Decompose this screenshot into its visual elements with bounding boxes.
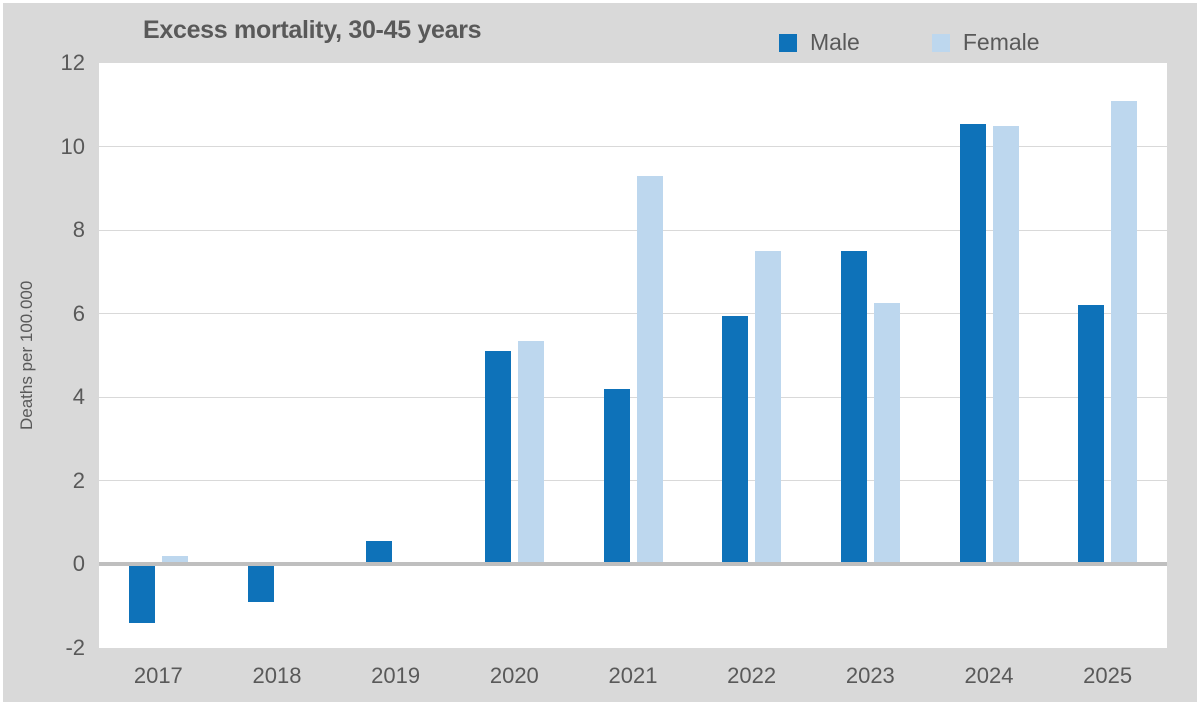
gridline-6 [99, 313, 1167, 315]
bar-male-2020 [484, 351, 511, 565]
legend-label-female: Female [962, 29, 1040, 55]
zero-axis-line [99, 562, 1167, 567]
bar-male-2022 [722, 315, 749, 565]
y-tick-label-10: 10 [60, 133, 85, 159]
x-axis-label-2023: 2023 [845, 663, 895, 688]
legend-item-male: Male [779, 29, 860, 56]
x-axis-label-2019: 2019 [371, 663, 421, 688]
legend-item-female: Female [931, 29, 1040, 56]
bar-female-2020 [517, 340, 544, 565]
bar-male-2024 [959, 123, 986, 565]
bar-female-2021 [636, 175, 663, 565]
gridline-4 [99, 396, 1167, 398]
x-axis-label-2024: 2024 [964, 663, 1014, 688]
y-tick-label-0: 0 [72, 551, 85, 577]
bar-female-2024 [992, 125, 1019, 565]
x-axis-label-2020: 2020 [489, 663, 539, 688]
y-tick-label-2: 2 [72, 467, 85, 493]
plot-area [99, 63, 1167, 648]
gridline-10 [99, 146, 1167, 148]
chart-title: Excess mortality, 30-45 years [143, 16, 482, 44]
chart-frame: Excess mortality, 30-45 years Male Femal… [3, 3, 1197, 702]
bar-male-2021 [603, 388, 630, 565]
legend-label-male: Male [810, 29, 860, 55]
y-tick-label-6: 6 [72, 300, 85, 326]
bar-male-2017 [128, 564, 155, 623]
male-series-swatch [779, 33, 797, 52]
bar-female-2017 [161, 556, 188, 565]
y-tick-label-8: 8 [72, 217, 85, 243]
bar-female-2023 [873, 303, 900, 565]
x-axis-label-2021: 2021 [608, 663, 658, 688]
x-axis-label-2022: 2022 [727, 663, 777, 688]
y-tick-label-4: 4 [72, 384, 85, 410]
y-tick-label--2: -2 [65, 635, 85, 660]
bar-male-2018 [247, 564, 274, 603]
y-tick-label-12: 12 [60, 50, 85, 75]
bar-female-2022 [755, 251, 782, 565]
x-axis-label-2018: 2018 [252, 663, 302, 688]
gridline-8 [99, 229, 1167, 231]
gridline-2 [99, 480, 1167, 482]
bar-male-2019 [366, 541, 393, 565]
legend: Male Female [779, 29, 1040, 56]
female-series-swatch [931, 33, 950, 52]
x-axis-label-2025: 2025 [1083, 663, 1133, 688]
x-axis-label-2017: 2017 [133, 663, 183, 688]
bar-female-2025 [1111, 100, 1138, 565]
bar-male-2025 [1078, 305, 1105, 565]
bar-male-2023 [840, 251, 867, 565]
